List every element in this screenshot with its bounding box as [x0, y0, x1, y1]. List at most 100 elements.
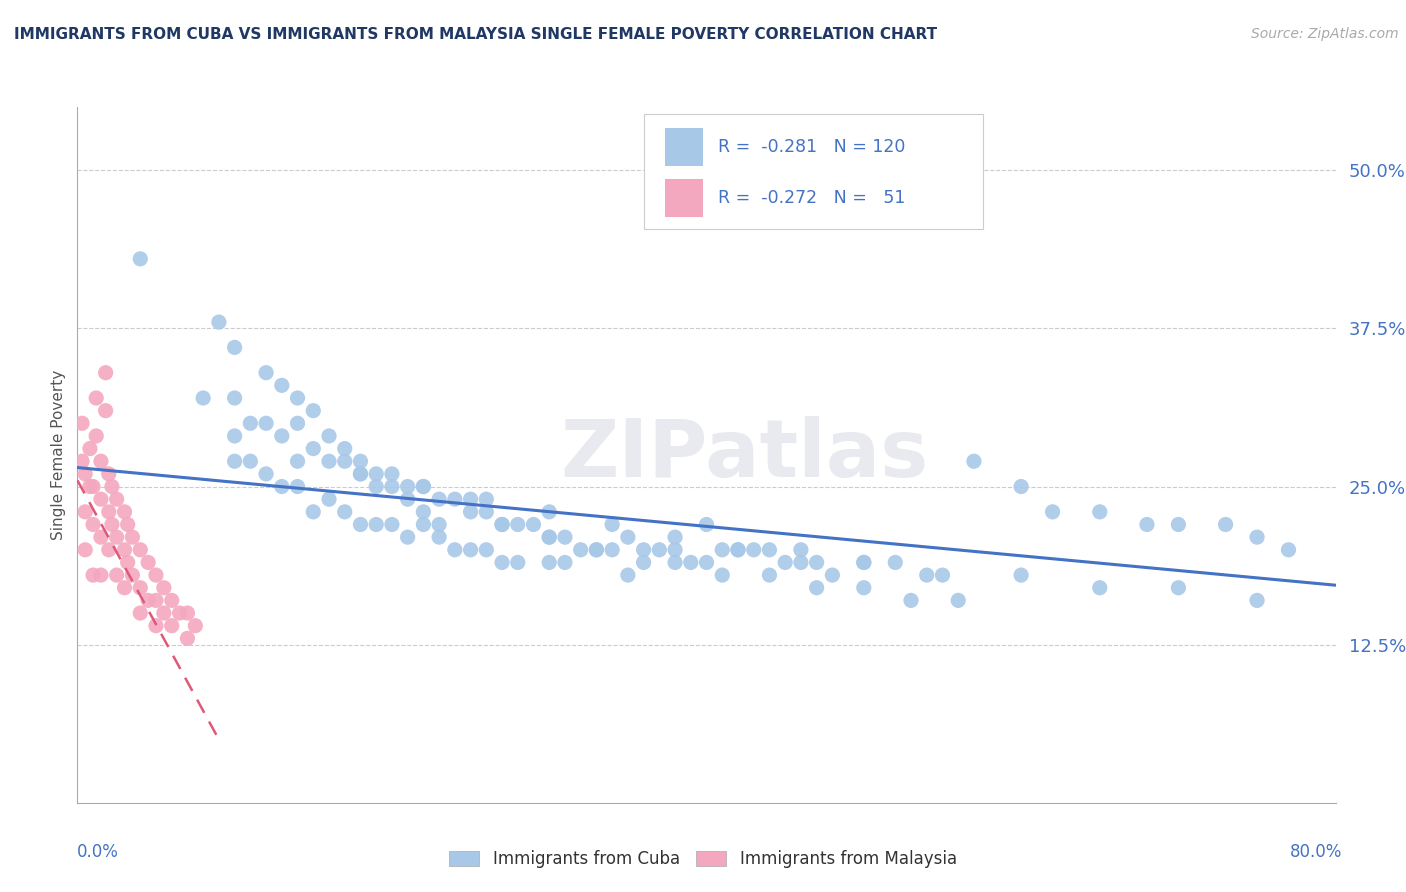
Point [70, 454, 93, 468]
Point [806, 581, 828, 595]
Point [585, 542, 607, 557]
Point [105, 568, 128, 582]
Text: ZIPatlas: ZIPatlas [560, 416, 928, 494]
Point [84, 429, 107, 443]
Point [773, 556, 796, 570]
Point [491, 556, 513, 570]
Point [333, 505, 356, 519]
Point [538, 530, 561, 544]
Point [381, 517, 404, 532]
Point [287, 479, 309, 493]
Point [94, 366, 117, 380]
Point [412, 517, 434, 532]
Point [176, 632, 198, 646]
Point [475, 492, 498, 507]
Point [633, 542, 655, 557]
Point [444, 492, 467, 507]
Point [427, 517, 450, 532]
Point [224, 429, 246, 443]
Point [1246, 530, 1268, 544]
FancyBboxPatch shape [644, 114, 983, 229]
Point [145, 593, 167, 607]
Point [160, 618, 183, 632]
Point [648, 542, 671, 557]
Point [105, 530, 128, 544]
Point [1010, 479, 1032, 493]
Point [1167, 517, 1189, 532]
Point [145, 618, 167, 632]
Point [349, 517, 371, 532]
Point [366, 517, 388, 532]
Point [742, 542, 765, 557]
Point [366, 479, 388, 493]
Point [790, 556, 813, 570]
Point [1088, 581, 1111, 595]
Point [1136, 517, 1159, 532]
Text: 0.0%: 0.0% [77, 843, 120, 861]
Point [396, 530, 419, 544]
Point [90, 530, 112, 544]
Y-axis label: Single Female Poverty: Single Female Poverty [51, 370, 66, 540]
Point [121, 530, 143, 544]
Point [948, 593, 970, 607]
Point [711, 542, 734, 557]
Point [538, 556, 561, 570]
Point [254, 366, 277, 380]
Point [94, 403, 117, 417]
Point [136, 556, 159, 570]
Point [75, 467, 97, 481]
Point [664, 542, 686, 557]
Point [117, 556, 139, 570]
Point [349, 467, 371, 481]
Point [460, 505, 482, 519]
Point [585, 542, 607, 557]
Point [287, 454, 309, 468]
Point [475, 505, 498, 519]
Point [852, 556, 875, 570]
Point [1277, 542, 1299, 557]
Point [381, 479, 404, 493]
Point [711, 568, 734, 582]
Text: R =  -0.272   N =   51: R = -0.272 N = 51 [718, 189, 905, 207]
Point [884, 556, 907, 570]
Point [412, 505, 434, 519]
Point [97, 467, 120, 481]
Point [75, 542, 97, 557]
Point [82, 479, 104, 493]
Point [97, 505, 120, 519]
Point [727, 542, 749, 557]
Point [758, 542, 780, 557]
Point [287, 391, 309, 405]
Point [600, 542, 623, 557]
Point [427, 492, 450, 507]
Point [852, 581, 875, 595]
Point [491, 517, 513, 532]
Point [191, 391, 215, 405]
Point [569, 542, 592, 557]
Point [617, 568, 640, 582]
Point [224, 454, 246, 468]
Point [318, 454, 340, 468]
Point [117, 517, 139, 532]
Point [82, 517, 104, 532]
Point [153, 581, 176, 595]
Point [1042, 505, 1064, 519]
Point [506, 517, 529, 532]
Point [696, 517, 718, 532]
Point [758, 568, 780, 582]
Point [396, 492, 419, 507]
Point [145, 568, 167, 582]
Point [349, 467, 371, 481]
Point [75, 505, 97, 519]
Text: IMMIGRANTS FROM CUBA VS IMMIGRANTS FROM MALAYSIA SINGLE FEMALE POVERTY CORRELATI: IMMIGRANTS FROM CUBA VS IMMIGRANTS FROM … [14, 27, 938, 42]
Point [79, 479, 101, 493]
Point [617, 530, 640, 544]
Point [84, 391, 107, 405]
Point [491, 517, 513, 532]
Text: R =  -0.281   N = 120: R = -0.281 N = 120 [718, 138, 905, 156]
Point [333, 454, 356, 468]
Point [105, 492, 128, 507]
Point [444, 542, 467, 557]
Legend: Immigrants from Cuba, Immigrants from Malaysia: Immigrants from Cuba, Immigrants from Ma… [443, 844, 963, 875]
Point [600, 517, 623, 532]
